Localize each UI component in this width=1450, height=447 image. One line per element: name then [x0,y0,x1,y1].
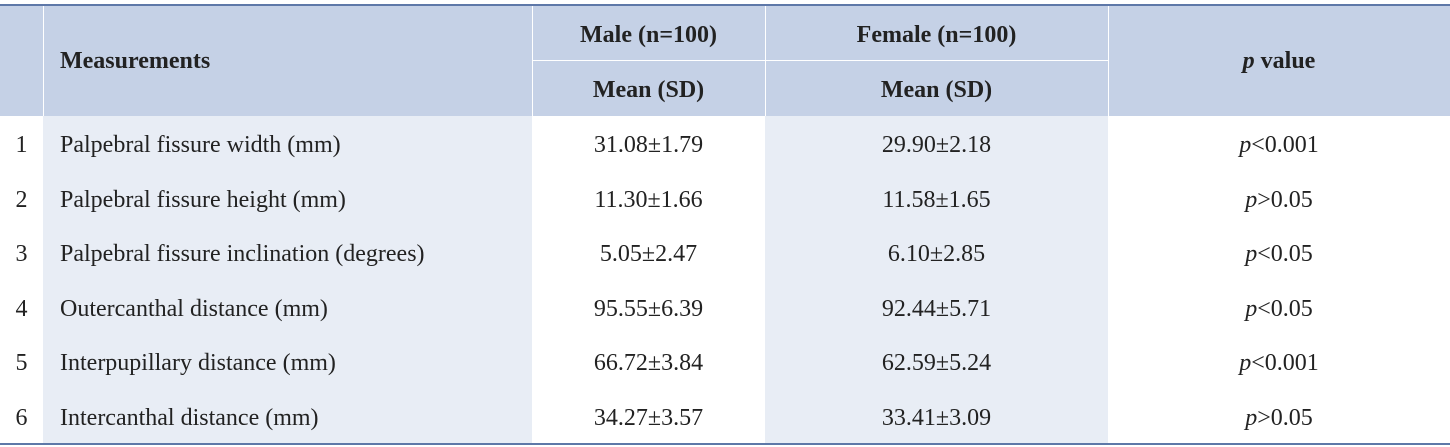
p-symbol: p [1245,241,1258,267]
row-number: 1 [15,132,28,158]
header-divider [765,6,766,116]
row-number: 2 [15,186,28,213]
male-value: 66.72±3.84 [593,350,704,376]
header-divider [532,6,533,116]
p-value: p<0.001 [1108,336,1450,391]
male-value: 5.05±2.47 [599,241,698,267]
header-divider [43,6,44,116]
female-value: 11.58±1.65 [882,186,991,213]
p-threshold: <0.001 [1251,132,1319,158]
p-symbol: p [1245,404,1258,431]
measurement-name: Outercanthal distance (mm) [60,295,328,322]
p-symbol: p [1239,350,1252,376]
p-symbol: p [1245,295,1258,322]
p-value: p<0.05 [1108,282,1450,337]
measurement-name: Interpupillary distance (mm) [60,350,336,376]
column-number [0,116,43,443]
p-threshold: <0.05 [1257,241,1313,267]
p-threshold: <0.001 [1251,350,1319,376]
measurement-name: Palpebral fissure inclination (degrees) [60,241,425,267]
header-divider [1108,6,1109,116]
male-value: 34.27±3.57 [593,404,704,431]
header-female-group: Female (n=100) [856,22,1017,48]
row-number: 6 [15,404,28,431]
female-value: 33.41±3.09 [881,404,992,431]
male-value: 31.08±1.79 [593,132,704,158]
row-number: 5 [15,350,28,376]
female-value: 62.59±5.24 [881,350,992,376]
row-number: 3 [15,241,28,267]
table-top-rule [0,4,1450,6]
female-value: 29.90±2.18 [881,132,992,158]
header-male-stat: Mean (SD) [592,77,705,103]
column-p-value [1108,116,1450,443]
header-p-label: value [1254,48,1316,74]
header-female-stat: Mean (SD) [880,77,993,103]
p-threshold: >0.05 [1257,186,1313,213]
measurement-name: Palpebral fissure height (mm) [60,186,346,213]
male-value: 95.55±6.39 [593,295,704,322]
p-value: p<0.001 [1108,118,1450,173]
table-header: Measurements Male (n=100) Female (n=100)… [0,6,1450,116]
p-symbol: p [1242,48,1255,74]
measurement-name: Palpebral fissure width (mm) [60,132,341,158]
data-table: Measurements Male (n=100) Female (n=100)… [0,4,1450,445]
p-symbol: p [1245,186,1258,213]
female-value: 92.44±5.71 [881,295,992,322]
p-threshold: <0.05 [1257,295,1313,322]
p-value: p<0.05 [1108,227,1450,282]
p-value: p>0.05 [1108,391,1450,446]
row-number: 4 [15,295,28,322]
column-measurements [43,116,532,443]
header-p-value: p value [1108,6,1450,116]
measurement-name: Intercanthal distance (mm) [60,404,319,431]
male-value: 11.30±1.66 [594,186,703,213]
column-male [532,116,765,443]
p-threshold: >0.05 [1257,404,1313,431]
header-subrule [532,60,1108,61]
p-symbol: p [1239,132,1252,158]
female-value: 6.10±2.85 [887,241,986,267]
column-female [765,116,1108,443]
p-value: p>0.05 [1108,173,1450,228]
table-bottom-rule [0,443,1450,445]
header-measurements: Measurements [60,48,211,74]
header-male-group: Male (n=100) [580,22,717,48]
